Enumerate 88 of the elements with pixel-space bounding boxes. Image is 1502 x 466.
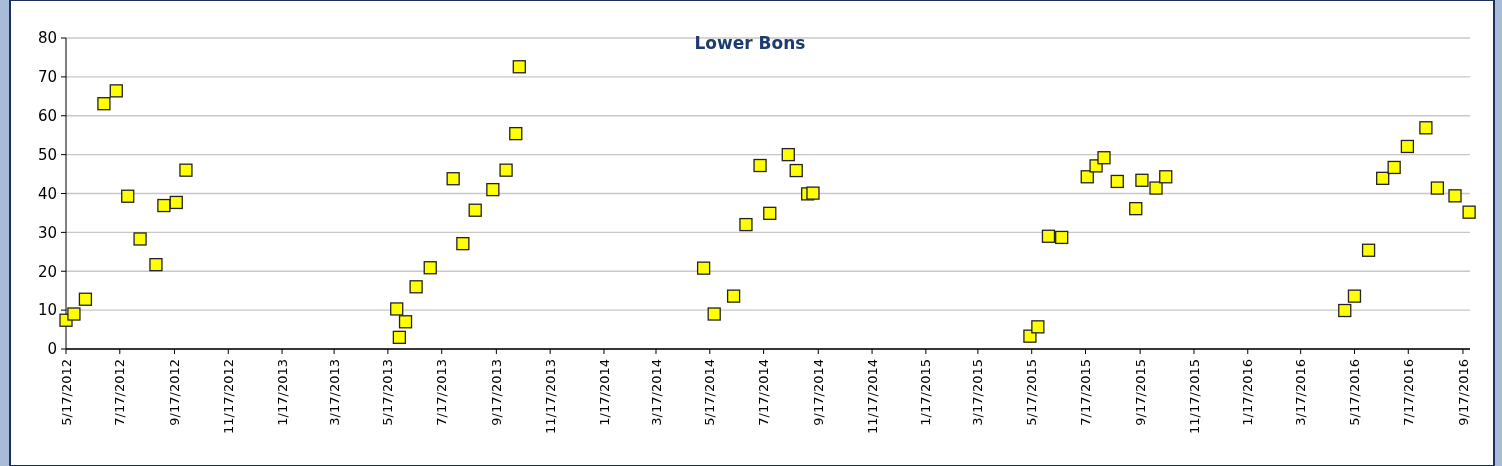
x-tick-label: 5/17/2014 — [702, 359, 718, 426]
point — [1376, 171, 1390, 185]
point — [456, 237, 470, 251]
point — [1361, 243, 1376, 257]
point — [1110, 174, 1124, 189]
point — [509, 126, 523, 141]
y-tick-label: 60 — [37, 107, 57, 125]
point — [149, 257, 163, 272]
point — [1430, 181, 1445, 195]
point — [1400, 139, 1415, 154]
x-tick-label: 7/17/2014 — [756, 359, 772, 426]
point — [499, 163, 513, 177]
y-tick-label: 30 — [37, 223, 57, 242]
point — [398, 315, 413, 329]
x-tick-label: 11/17/2012 — [220, 359, 236, 434]
y-tick-label: 10 — [37, 301, 57, 320]
point — [1149, 181, 1163, 195]
point — [781, 147, 795, 162]
point — [1023, 329, 1037, 343]
point — [78, 292, 93, 306]
point — [390, 302, 404, 316]
x-tick-label: 5/17/2015 — [1024, 359, 1040, 426]
x-tick-label: 11/17/2013 — [542, 359, 558, 434]
point — [753, 158, 767, 173]
y-tick-label: 80 — [37, 29, 57, 48]
point — [1129, 202, 1143, 216]
point — [1135, 173, 1149, 187]
point — [67, 307, 81, 321]
x-tick-label: 7/17/2012 — [112, 359, 128, 426]
point — [1097, 151, 1111, 165]
x-tick-label: 5/17/2013 — [380, 359, 396, 426]
point — [1448, 189, 1462, 203]
x-tick-label: 11/17/2015 — [1186, 359, 1202, 434]
point — [1347, 289, 1362, 303]
point — [468, 203, 482, 217]
x-tick-label: 1/17/2014 — [596, 359, 612, 426]
x-tick-label: 7/17/2015 — [1078, 359, 1094, 426]
x-tick-label: 11/17/2014 — [864, 359, 880, 434]
x-tick-label: 5/17/2012 — [58, 359, 74, 426]
x-tick-label: 1/17/2015 — [918, 359, 934, 426]
point — [1462, 205, 1476, 219]
y-tick-label: 70 — [37, 68, 57, 87]
point — [696, 261, 711, 275]
point — [423, 261, 437, 275]
x-tick-label: 7/17/2016 — [1400, 359, 1416, 426]
point — [789, 163, 803, 178]
x-tick-label: 9/17/2014 — [810, 359, 826, 426]
point — [1338, 303, 1352, 318]
x-tick-label: 9/17/2015 — [1132, 359, 1148, 426]
x-tick-label: 3/17/2014 — [648, 359, 664, 426]
point — [1041, 229, 1056, 243]
x-tick-label: 9/17/2016 — [1455, 359, 1471, 426]
point — [157, 198, 171, 213]
point — [179, 163, 193, 177]
point — [707, 307, 721, 321]
x-tick-label: 1/17/2016 — [1240, 359, 1256, 426]
point — [1031, 320, 1045, 334]
point — [763, 206, 777, 220]
point — [392, 330, 407, 344]
chart-title: Lower Bons — [694, 33, 806, 53]
x-tick-label: 1/17/2013 — [274, 359, 290, 426]
point — [409, 280, 423, 294]
y-tick-label: 40 — [37, 184, 57, 203]
x-tick-label: 9/17/2012 — [167, 359, 183, 426]
x-tick-label: 3/17/2015 — [970, 359, 986, 426]
point — [121, 189, 135, 203]
point — [109, 84, 123, 98]
point — [806, 186, 820, 200]
point — [1419, 121, 1433, 135]
point — [1159, 170, 1173, 184]
x-tick-label: 5/17/2016 — [1347, 359, 1363, 426]
x-tick-label: 3/17/2013 — [326, 359, 342, 426]
point — [133, 232, 147, 246]
point — [1055, 230, 1069, 245]
point — [1387, 160, 1401, 175]
y-tick-label: 0 — [47, 340, 57, 359]
x-tick-label: 9/17/2013 — [488, 359, 504, 426]
point — [739, 217, 753, 232]
point — [169, 195, 183, 210]
point — [486, 182, 500, 197]
point — [97, 97, 111, 111]
x-tick-label: 7/17/2013 — [434, 359, 450, 426]
y-tick-label: 20 — [37, 262, 57, 281]
point — [446, 172, 460, 186]
point — [726, 289, 741, 303]
y-tick-label: 50 — [37, 145, 57, 164]
x-tick-label: 3/17/2016 — [1293, 359, 1309, 426]
point — [512, 60, 526, 74]
